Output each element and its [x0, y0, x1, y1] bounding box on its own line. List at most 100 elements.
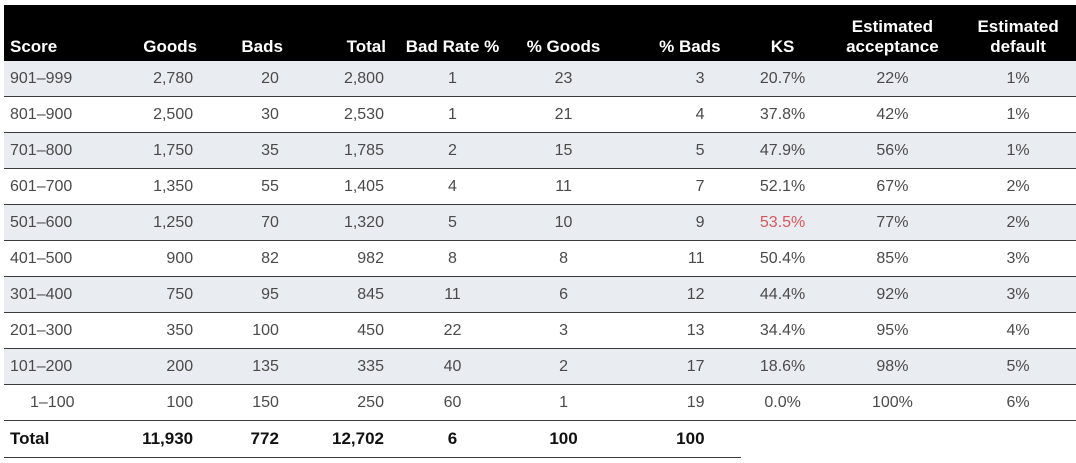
cell-estimated-acceptance: 95% [824, 312, 961, 349]
cell-bads: 55 [207, 168, 293, 205]
total-bad-rate: 6 [397, 420, 508, 458]
cell-goods: 2,780 [113, 61, 208, 97]
cell-bads: 135 [207, 348, 293, 385]
header-score: Score [4, 5, 114, 61]
cell-score: 401–500 [4, 240, 114, 277]
cell-goods: 100 [113, 384, 208, 421]
header-estimated-default-line2: default [990, 37, 1046, 56]
cell-goods: 1,250 [113, 204, 208, 241]
cell-estimated-default: 6% [960, 384, 1076, 421]
cell-score: 901–999 [4, 61, 114, 97]
header-bad-rate: Bad Rate % [397, 5, 508, 61]
header-total: Total [292, 5, 398, 61]
cell-estimated-acceptance: 42% [824, 96, 961, 133]
total-blank-cell [960, 420, 1076, 458]
cell-pct-bads: 9 [620, 204, 741, 241]
total-total: 12,702 [292, 420, 398, 458]
table-row: 1–100 100 150 250 60 1 19 0.0% 100% 6% [4, 384, 1076, 421]
cell-bads: 30 [207, 96, 293, 133]
cell-total: 845 [292, 276, 398, 313]
cell-pct-bads: 5 [620, 132, 741, 169]
cell-pct-goods: 15 [507, 132, 621, 169]
cell-pct-bads: 3 [620, 61, 741, 97]
cell-score: 801–900 [4, 96, 114, 133]
cell-ks: 0.0% [740, 384, 825, 421]
cell-score: 301–400 [4, 276, 114, 313]
cell-total: 2,530 [292, 96, 398, 133]
header-goods: Goods [113, 5, 208, 61]
cell-pct-bads: 7 [620, 168, 741, 205]
cell-goods: 2,500 [113, 96, 208, 133]
table-footer: Total 11,930 772 12,702 6 100 100 [4, 420, 1076, 458]
cell-pct-goods: 11 [507, 168, 621, 205]
cell-pct-bads: 19 [620, 384, 741, 421]
cell-score: 501–600 [4, 204, 114, 241]
cell-estimated-default: 2% [960, 168, 1076, 205]
table-row: 601–700 1,350 55 1,405 4 11 7 52.1% 67% 2% [4, 168, 1076, 205]
cell-estimated-acceptance: 56% [824, 132, 961, 169]
cell-bad-rate: 2 [397, 132, 508, 169]
cell-pct-bads: 12 [620, 276, 741, 313]
cell-bad-rate: 5 [397, 204, 508, 241]
cell-pct-bads: 11 [620, 240, 741, 277]
total-blank-cell [824, 420, 961, 458]
cell-total: 335 [292, 348, 398, 385]
cell-estimated-acceptance: 77% [824, 204, 961, 241]
cell-pct-goods: 8 [507, 240, 621, 277]
cell-ks: 50.4% [740, 240, 825, 277]
cell-estimated-default: 1% [960, 61, 1076, 97]
cell-estimated-default: 3% [960, 240, 1076, 277]
cell-bads: 20 [207, 61, 293, 97]
cell-total: 1,405 [292, 168, 398, 205]
cell-goods: 200 [113, 348, 208, 385]
table-body: 901–999 2,780 20 2,800 1 23 3 20.7% 22% 1% 801–900… [4, 61, 1076, 421]
cell-estimated-acceptance: 22% [824, 61, 961, 97]
cell-bad-rate: 60 [397, 384, 508, 421]
cell-ks: 47.9% [740, 132, 825, 169]
cell-ks: 53.5% [740, 204, 825, 241]
cell-estimated-default: 1% [960, 96, 1076, 133]
cell-bads: 95 [207, 276, 293, 313]
table-row: 901–999 2,780 20 2,800 1 23 3 20.7% 22% 1% [4, 61, 1076, 97]
cell-bad-rate: 22 [397, 312, 508, 349]
cell-score: 601–700 [4, 168, 114, 205]
cell-pct-bads: 4 [620, 96, 741, 133]
cell-goods: 1,750 [113, 132, 208, 169]
cell-bads: 70 [207, 204, 293, 241]
cell-pct-goods: 2 [507, 348, 621, 385]
cell-bads: 100 [207, 312, 293, 349]
header-estimated-default: Estimated default [960, 5, 1076, 61]
cell-pct-goods: 21 [507, 96, 621, 133]
header-estimated-acceptance-line1: Estimated [851, 17, 934, 36]
header-bads: Bads [207, 5, 293, 61]
total-goods: 11,930 [113, 420, 208, 458]
cell-estimated-acceptance: 85% [824, 240, 961, 277]
cell-total: 2,800 [292, 61, 398, 97]
cell-bads: 82 [207, 240, 293, 277]
cell-bads: 150 [207, 384, 293, 421]
cell-bad-rate: 4 [397, 168, 508, 205]
table-header: Score Goods Bads Total Bad Rate % % Good… [4, 5, 1076, 61]
table-row: 401–500 900 82 982 8 8 11 50.4% 85% 3% [4, 240, 1076, 277]
cell-pct-goods: 23 [507, 61, 621, 97]
header-pct-bads: % Bads [620, 5, 741, 61]
cell-score: 201–300 [4, 312, 114, 349]
cell-score: 701–800 [4, 132, 114, 169]
header-row: Score Goods Bads Total Bad Rate % % Good… [4, 5, 1076, 61]
cell-estimated-acceptance: 92% [824, 276, 961, 313]
cell-estimated-acceptance: 67% [824, 168, 961, 205]
cell-pct-bads: 17 [620, 348, 741, 385]
header-pct-goods: % Goods [507, 5, 621, 61]
total-row: Total 11,930 772 12,702 6 100 100 [4, 420, 1076, 458]
cell-bad-rate: 1 [397, 61, 508, 97]
cell-estimated-acceptance: 98% [824, 348, 961, 385]
cell-bad-rate: 40 [397, 348, 508, 385]
cell-total: 982 [292, 240, 398, 277]
cell-ks: 18.6% [740, 348, 825, 385]
cell-ks: 37.8% [740, 96, 825, 133]
total-bads: 772 [207, 420, 293, 458]
cell-goods: 900 [113, 240, 208, 277]
cell-score: 101–200 [4, 348, 114, 385]
total-pct-bads: 100 [620, 420, 741, 458]
header-estimated-default-line1: Estimated [977, 17, 1059, 36]
